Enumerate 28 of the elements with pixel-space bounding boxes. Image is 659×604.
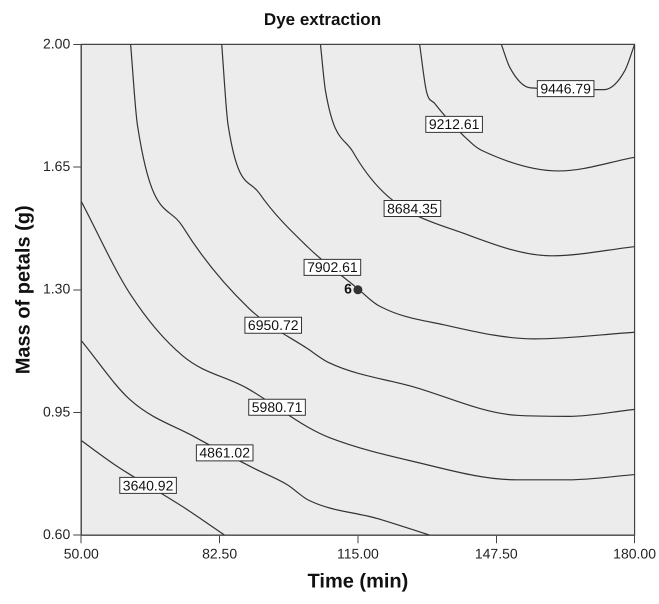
x-tick-label: 115.00 (337, 545, 380, 562)
x-tick-label: 50.00 (64, 545, 99, 562)
line-series (320, 44, 635, 256)
annotation: 8684.35 (387, 200, 438, 216)
y-tick-label: 0.60 (43, 526, 70, 542)
y-axis-title: Mass of petals (g) (12, 205, 35, 374)
annotation: 6 (344, 280, 352, 297)
annotation: 4861.02 (199, 444, 250, 461)
annotation: 5980.71 (252, 399, 303, 416)
y-tick-label: 1.65 (43, 158, 70, 174)
y-tick-label: 0.95 (43, 403, 70, 420)
line-series (419, 44, 635, 172)
x-axis-title: Time (min) (308, 570, 408, 593)
x-tick-label: 147.50 (474, 545, 518, 562)
line-series (130, 44, 635, 417)
annotation: 7902.61 (307, 259, 358, 276)
annotation: 9212.61 (428, 116, 480, 132)
y-tick-label: 2.00 (43, 35, 70, 52)
line-series (81, 340, 430, 536)
y-tick-label: 1.30 (43, 280, 70, 297)
annotation: 6950.72 (248, 317, 299, 334)
annotation: 3640.92 (122, 477, 174, 494)
line-series (81, 200, 635, 480)
annotation: 9446.79 (540, 80, 592, 96)
chart-title: Dye extraction (264, 10, 382, 29)
x-tick-label: 82.50 (202, 545, 238, 562)
x-tick-label: 180.00 (613, 545, 656, 562)
line-series (221, 44, 635, 340)
